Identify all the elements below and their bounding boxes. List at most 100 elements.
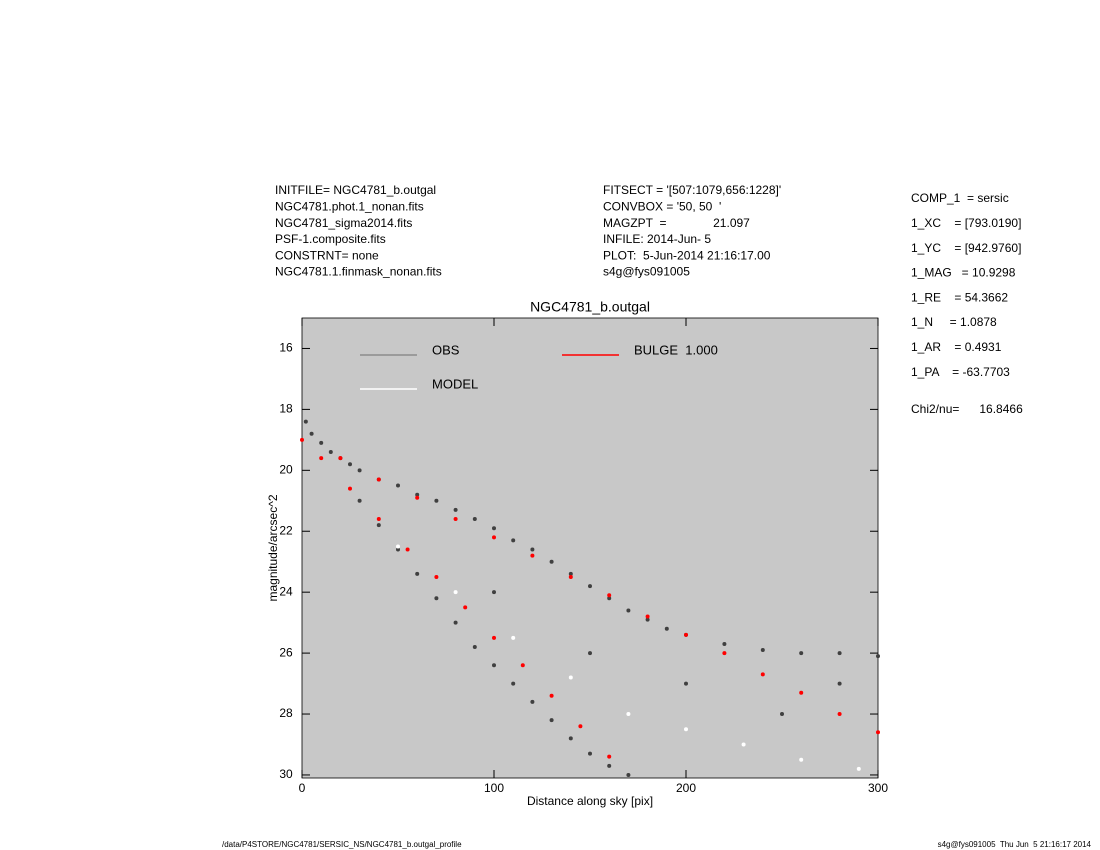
data-point	[568, 736, 573, 741]
data-point	[568, 675, 573, 680]
component-param: 1_YC = [942.9760]	[911, 241, 1021, 255]
data-point	[357, 498, 362, 503]
component-param: 1_XC = [793.0190]	[911, 216, 1021, 230]
component-param: 1_MAG = 10.9298	[911, 266, 1016, 280]
data-point	[588, 651, 592, 656]
data-point	[492, 663, 496, 668]
chi-square: Chi2/nu= 16.8466	[911, 402, 1023, 416]
data-point	[568, 574, 573, 579]
data-point	[626, 772, 631, 777]
legend-label: BULGE 1.000	[634, 342, 718, 357]
data-point	[741, 742, 746, 747]
plot-background	[301, 317, 879, 779]
x-tick-label: 200	[676, 781, 696, 795]
data-point	[530, 699, 535, 704]
component-param: 1_N = 1.0878	[911, 315, 997, 329]
header-line: FITSECT = '[507:1079,656:1228]'	[603, 183, 781, 197]
y-axis-label: magnitude/arcsec^2	[266, 494, 280, 601]
header-line: PSF-1.composite.fits	[275, 232, 386, 246]
data-point	[837, 681, 842, 686]
data-point	[760, 672, 765, 677]
data-point	[876, 730, 880, 735]
data-point	[434, 498, 439, 503]
data-point	[626, 712, 631, 717]
data-point	[492, 590, 496, 595]
y-tick-label: 28	[279, 706, 293, 720]
component-param: COMP_1 = sersic	[911, 191, 1009, 205]
header-line: MAGZPT = 21.097	[603, 216, 750, 230]
data-point	[760, 648, 765, 653]
data-point	[799, 757, 804, 762]
data-point	[492, 635, 496, 640]
data-point	[396, 547, 400, 552]
data-point	[319, 456, 324, 461]
header-line: s4g@fys091005	[603, 265, 690, 279]
y-tick-label: 22	[279, 523, 293, 537]
data-point	[303, 419, 308, 424]
data-point	[626, 608, 631, 613]
header-line: NGC4781.phot.1_nonan.fits	[275, 199, 424, 213]
data-point	[348, 486, 352, 491]
legend-label: OBS	[432, 342, 460, 357]
data-point	[588, 751, 592, 756]
data-point	[607, 763, 612, 768]
data-point	[684, 681, 688, 686]
data-point	[300, 437, 304, 442]
data-point	[348, 462, 352, 467]
data-point	[453, 507, 458, 512]
data-point	[568, 571, 573, 576]
data-point	[511, 681, 516, 686]
legend-label: MODEL	[432, 376, 478, 391]
data-point	[376, 517, 381, 522]
data-point	[309, 431, 314, 436]
data-point	[492, 535, 496, 540]
header-line: CONSTRNT= none	[275, 248, 379, 262]
data-point	[664, 626, 669, 631]
data-point	[684, 727, 688, 732]
data-point	[328, 450, 333, 455]
chart-title: NGC4781_b.outgal	[530, 299, 650, 315]
header-line: INITFILE= NGC4781_b.outgal	[275, 183, 436, 197]
header-line: NGC4781_sigma2014.fits	[275, 216, 412, 230]
data-point	[434, 574, 439, 579]
component-param: 1_RE = 54.3662	[911, 290, 1008, 304]
data-point	[549, 693, 554, 698]
x-axis-label: Distance along sky [pix]	[527, 794, 653, 808]
footer-path: /data/P4STORE/NGC4781/SERSIC_NS/NGC4781_…	[222, 840, 462, 849]
data-point	[722, 641, 727, 646]
y-tick-label: 20	[279, 462, 293, 476]
data-point	[453, 517, 458, 522]
data-point	[338, 456, 343, 461]
data-point	[530, 547, 535, 552]
data-point	[453, 590, 458, 595]
data-point	[396, 483, 400, 488]
y-tick-label: 16	[279, 341, 293, 355]
data-point	[856, 766, 861, 771]
x-tick-label: 0	[299, 781, 306, 795]
data-point	[780, 712, 784, 717]
data-point	[799, 651, 804, 656]
y-tick-label: 24	[279, 584, 293, 598]
header-line: CONVBOX = '50, 50 '	[603, 199, 721, 213]
data-point	[837, 651, 842, 656]
header-line: NGC4781.1.finmask_nonan.fits	[275, 265, 442, 279]
data-point	[434, 596, 439, 601]
y-tick-label: 30	[279, 767, 293, 781]
data-point	[415, 571, 420, 576]
data-point	[578, 724, 583, 729]
data-point	[607, 593, 612, 598]
data-point	[376, 477, 381, 482]
component-param: 1_PA = -63.7703	[911, 365, 1010, 379]
component-param: 1_AR = 0.4931	[911, 340, 1002, 354]
data-point	[722, 651, 727, 656]
data-point	[415, 495, 420, 500]
data-point	[415, 492, 420, 497]
y-tick-label: 18	[279, 402, 293, 416]
data-point	[837, 712, 842, 717]
data-point	[319, 440, 324, 445]
data-point	[799, 690, 804, 695]
data-point	[549, 559, 554, 564]
data-point	[645, 617, 650, 622]
data-point	[511, 635, 516, 640]
